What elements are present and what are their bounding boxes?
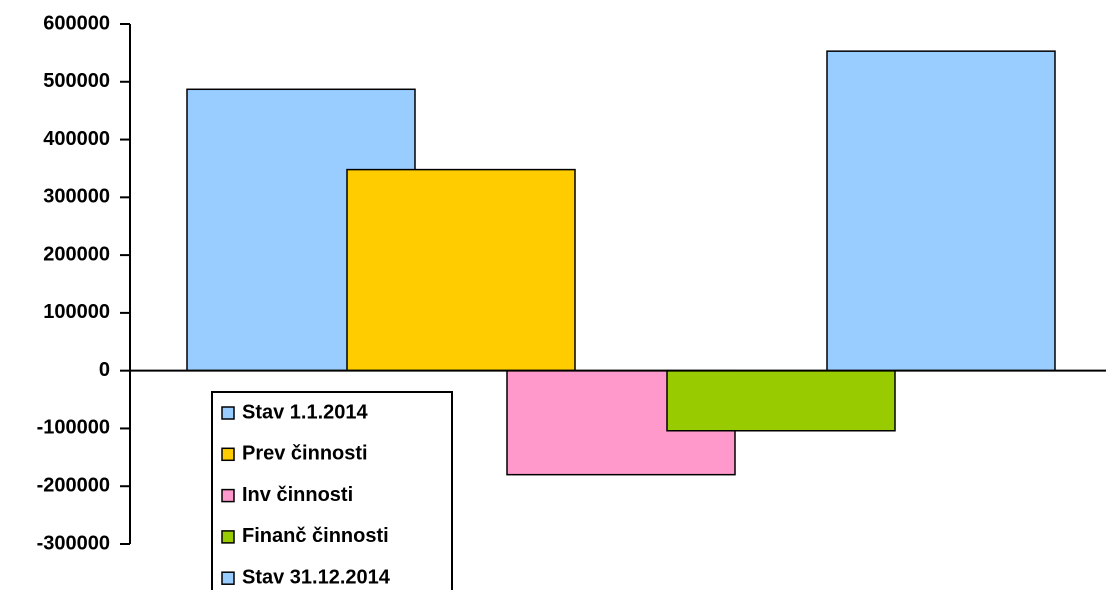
y-tick-label: 0 [99,359,110,381]
bar [666,369,896,432]
legend-swatch [221,406,235,420]
legend-label: Inv činnosti [242,484,353,506]
legend-label: Stav 1.1.2014 [242,401,369,423]
legend-label: Stav 31.12.2014 [242,566,391,588]
bar [826,50,1056,372]
y-tick-label: -200000 [37,475,110,497]
y-tick-label: 400000 [43,128,110,150]
y-tick-label: 600000 [43,12,110,34]
legend [211,391,453,590]
y-tick-label: 500000 [43,70,110,92]
bar [346,168,576,372]
legend-swatch [221,447,235,462]
legend-swatch [221,530,235,544]
legend-label: Finanč činnosti [242,525,389,547]
legend-swatch [221,571,235,585]
legend-swatch [221,488,235,503]
y-tick-label: 200000 [43,243,110,265]
y-tick-label: 300000 [43,186,110,208]
legend-label: Prev činnosti [242,443,368,465]
y-tick-label: -300000 [37,532,110,554]
y-tick-label: -100000 [37,417,110,439]
y-tick-label: 100000 [43,301,110,323]
